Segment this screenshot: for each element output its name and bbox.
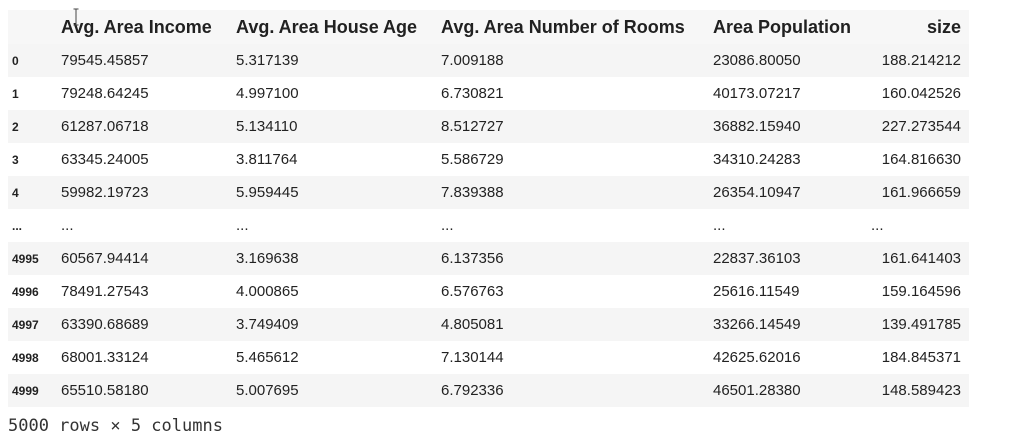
cell-size: 227.273544 bbox=[881, 118, 961, 135]
cell-avg-area-house-age: 3.749409 bbox=[236, 316, 299, 333]
cell-avg-area-house-age: 4.997100 bbox=[236, 85, 299, 102]
cell-avg-area-income: 68001.33124 bbox=[61, 349, 149, 366]
cell-area-population: 36882.15940 bbox=[713, 118, 801, 135]
cell-area-population: 22837.36103 bbox=[713, 250, 801, 267]
cell-avg-area-house-age: 5.134110 bbox=[236, 118, 298, 135]
cell-size: 160.042526 bbox=[881, 85, 961, 102]
dataframe-shape-caption: 5000 rows × 5 columns bbox=[8, 416, 223, 436]
text-cursor-icon bbox=[73, 8, 79, 26]
dataframe-table: Avg. Area Income Avg. Area House Age Avg… bbox=[8, 10, 969, 407]
cell-avg-area-number-of-rooms: 7.009188 bbox=[441, 52, 504, 69]
cell-avg-area-house-age: 3.169638 bbox=[236, 250, 299, 267]
cell-avg-area-house-age: 4.000865 bbox=[236, 283, 299, 300]
column-header-avg-area-house-age: Avg. Area House Age bbox=[228, 10, 433, 44]
table-row: 4995 60567.94414 3.169638 6.137356 22837… bbox=[8, 242, 969, 275]
index-header bbox=[8, 10, 53, 44]
table-row: 2 61287.06718 5.134110 8.512727 36882.15… bbox=[8, 110, 969, 143]
cell-avg-area-number-of-rooms: 6.730821 bbox=[441, 85, 504, 102]
table-row: 0 79545.45857 5.317139 7.009188 23086.80… bbox=[8, 44, 969, 77]
table-row: 4997 63390.68689 3.749409 4.805081 33266… bbox=[8, 308, 969, 341]
cell-avg-area-house-age: 5.959445 bbox=[236, 184, 299, 201]
column-header-size: size bbox=[863, 10, 969, 44]
cell-avg-area-number-of-rooms: 7.130144 bbox=[441, 349, 504, 366]
cell-area-population: ... bbox=[713, 217, 726, 234]
column-header-avg-area-number-of-rooms: Avg. Area Number of Rooms bbox=[433, 10, 705, 44]
column-header-area-population: Area Population bbox=[705, 10, 863, 44]
cell-size: 188.214212 bbox=[881, 52, 961, 69]
row-index: 4998 bbox=[12, 350, 39, 365]
cell-avg-area-number-of-rooms: 6.137356 bbox=[441, 250, 504, 267]
cell-avg-area-number-of-rooms: 4.805081 bbox=[441, 316, 504, 333]
cell-avg-area-number-of-rooms: 8.512727 bbox=[441, 118, 504, 135]
cell-size: 161.966659 bbox=[881, 184, 961, 201]
cell-avg-area-number-of-rooms: 6.792336 bbox=[441, 382, 504, 399]
cell-area-population: 42625.62016 bbox=[713, 349, 801, 366]
table-row: 4 59982.19723 5.959445 7.839388 26354.10… bbox=[8, 176, 969, 209]
row-index: 1 bbox=[12, 86, 19, 101]
row-index: 2 bbox=[12, 119, 19, 134]
cell-size: 159.164596 bbox=[881, 283, 961, 300]
header-row: Avg. Area Income Avg. Area House Age Avg… bbox=[8, 10, 969, 44]
cell-avg-area-number-of-rooms: 5.586729 bbox=[441, 151, 504, 168]
cell-avg-area-income: ... bbox=[61, 217, 74, 234]
cell-avg-area-house-age: 5.465612 bbox=[236, 349, 299, 366]
cell-avg-area-house-age: 5.317139 bbox=[236, 52, 299, 69]
row-index: 4999 bbox=[12, 383, 39, 398]
table-row: 1 79248.64245 4.997100 6.730821 40173.07… bbox=[8, 77, 969, 110]
cell-avg-area-income: 78491.27543 bbox=[61, 283, 149, 300]
dataframe-output: Avg. Area Income Avg. Area House Age Avg… bbox=[8, 10, 969, 407]
row-index: 0 bbox=[12, 53, 19, 68]
cell-avg-area-income: 61287.06718 bbox=[61, 118, 149, 135]
row-index: 4996 bbox=[12, 284, 39, 299]
cell-avg-area-income: 60567.94414 bbox=[61, 250, 149, 267]
cell-avg-area-income: 65510.58180 bbox=[61, 382, 149, 399]
cell-avg-area-income: 63390.68689 bbox=[61, 316, 149, 333]
cell-avg-area-income: 59982.19723 bbox=[61, 184, 149, 201]
cell-area-population: 26354.10947 bbox=[713, 184, 801, 201]
cell-area-population: 25616.11549 bbox=[713, 283, 800, 300]
table-row: 4998 68001.33124 5.465612 7.130144 42625… bbox=[8, 341, 969, 374]
ellipsis-row: ... ... ... ... ... ... bbox=[8, 209, 969, 242]
cell-avg-area-number-of-rooms: 7.839388 bbox=[441, 184, 504, 201]
cell-size: 184.845371 bbox=[881, 349, 961, 366]
row-index: 4997 bbox=[12, 317, 39, 332]
cell-size: ... bbox=[871, 217, 884, 234]
cell-avg-area-house-age: 5.007695 bbox=[236, 382, 299, 399]
table-row: 3 63345.24005 3.811764 5.586729 34310.24… bbox=[8, 143, 969, 176]
row-index: 4 bbox=[12, 185, 19, 200]
column-header-avg-area-income: Avg. Area Income bbox=[53, 10, 228, 44]
cell-avg-area-income: 79545.45857 bbox=[61, 52, 149, 69]
cell-size: 139.491785 bbox=[881, 316, 961, 333]
cell-avg-area-house-age: 3.811764 bbox=[236, 151, 298, 168]
row-index: 3 bbox=[12, 152, 19, 167]
cell-area-population: 23086.80050 bbox=[713, 52, 801, 69]
row-index: ... bbox=[12, 218, 23, 233]
cell-avg-area-income: 79248.64245 bbox=[61, 85, 149, 102]
cell-avg-area-number-of-rooms: 6.576763 bbox=[441, 283, 504, 300]
cell-area-population: 33266.14549 bbox=[713, 316, 801, 333]
cell-size: 164.816630 bbox=[881, 151, 961, 168]
cell-area-population: 46501.28380 bbox=[713, 382, 801, 399]
cell-avg-area-house-age: ... bbox=[236, 217, 249, 234]
table-row: 4999 65510.58180 5.007695 6.792336 46501… bbox=[8, 374, 969, 407]
cell-avg-area-number-of-rooms: ... bbox=[441, 217, 454, 234]
cell-area-population: 34310.24283 bbox=[713, 151, 801, 168]
cell-size: 161.641403 bbox=[881, 250, 961, 267]
cell-area-population: 40173.07217 bbox=[713, 85, 801, 102]
cell-size: 148.589423 bbox=[881, 382, 961, 399]
table-row: 4996 78491.27543 4.000865 6.576763 25616… bbox=[8, 275, 969, 308]
row-index: 4995 bbox=[12, 251, 39, 266]
cell-avg-area-income: 63345.24005 bbox=[61, 151, 149, 168]
